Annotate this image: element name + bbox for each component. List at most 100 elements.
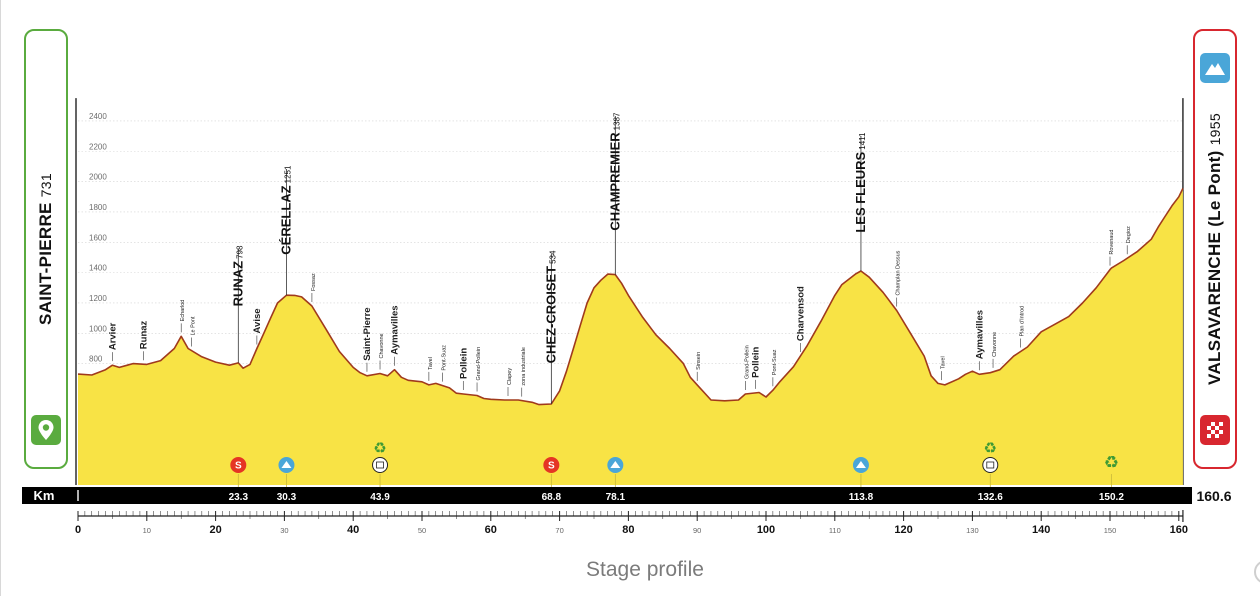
peak-label: RUNAZ 798 [230, 245, 245, 306]
elevation-tick-label: 2200 [89, 142, 107, 151]
place-label: Plan d'Introd [1020, 306, 1026, 337]
feed-zone-icon [982, 457, 999, 473]
marker-km-label: 132.6 [978, 492, 1003, 503]
peak-label: CHEZ-CROISET 534 [543, 250, 558, 363]
place-label: Grand-Pollein [744, 345, 750, 379]
peak-altitude: 1387 [612, 112, 621, 130]
feed-zone-icon [372, 457, 389, 473]
peak-name: CHEZ-CROISET [543, 266, 558, 364]
marker-km-label: 78.1 [606, 492, 626, 503]
place-label: Pont-Suaz [442, 345, 448, 371]
profile-outline [77, 188, 1184, 406]
elevation-tick-label: 1400 [89, 264, 107, 273]
distance-tick-label: 120 [894, 524, 912, 536]
place-label: Aymavilles [974, 310, 985, 359]
recycle-icon: ♻ [373, 439, 386, 457]
distance-tick-label: 40 [347, 524, 359, 536]
place-label: Degioz [1126, 226, 1132, 243]
recycle-icon: ♻ [984, 439, 997, 457]
marker-km-label: 43.9 [370, 492, 390, 503]
elevation-tick-label: 800 [89, 355, 103, 364]
place-label: Le Pont [191, 316, 197, 335]
start-altitude: 731 [38, 173, 54, 198]
peak-label: CHAMPREMIER 1387 [607, 112, 622, 231]
peak-name: CÉRELLAZ [278, 185, 293, 254]
place-label: Runaz [138, 320, 149, 349]
place-label: Tavel [940, 356, 946, 369]
place-label: Tavel [428, 357, 434, 370]
finish-name: VALSAVARENCHE (Le Pont) [1205, 150, 1224, 385]
marker-km-label: 113.8 [849, 492, 874, 503]
place-label: Charvensod [795, 286, 806, 341]
distance-tick-label: 10 [143, 526, 151, 535]
marker-km-label: 30.3 [277, 492, 297, 503]
distance-tick-label: 130 [966, 526, 979, 535]
distance-tick-label: 100 [757, 524, 775, 536]
checkered-flag-icon [1200, 415, 1230, 445]
place-label: Grand-Pollein [476, 347, 482, 381]
marker-km-label: 23.3 [229, 492, 249, 503]
distance-tick-label: 70 [555, 526, 563, 535]
km-label: Km [34, 488, 55, 503]
place-label: Chavonne [992, 332, 998, 357]
peak-label: CÉRELLAZ 1251 [278, 165, 293, 255]
peak-altitude: 798 [235, 245, 244, 259]
peak-altitude: 534 [548, 250, 557, 264]
start-box: SAINT-PIERRE 731 [24, 29, 68, 469]
mountain-icon [1200, 53, 1230, 83]
distance-tick-label: 0 [75, 524, 81, 536]
elevation-tick-label: 1800 [89, 203, 107, 212]
finish-label: VALSAVARENCHE (Le Pont) 1955 [1205, 113, 1225, 385]
place-label: Sinsein [696, 352, 702, 370]
place-label: zona industriale [521, 347, 527, 386]
peak-altitude: 1411 [858, 132, 867, 150]
mountain-icon-peak [610, 461, 621, 468]
finish-box: VALSAVARENCHE (Le Pont) 1955 [1193, 29, 1237, 469]
location-pin-icon [31, 415, 61, 445]
sprint-icon-letter: S [235, 461, 242, 472]
feed-zone-icon-bag [376, 461, 384, 469]
place-label: Rovenaud [1109, 230, 1115, 255]
stage-profile-caption: Stage profile [586, 558, 704, 581]
page-left-border [0, 0, 1, 596]
mountain-icon-peak [281, 461, 292, 468]
distance-tick-label: 160 [1170, 524, 1188, 536]
peak-name: RUNAZ [230, 261, 245, 307]
total-distance: 160.6 [1196, 488, 1231, 504]
peak-altitude: 1251 [283, 165, 292, 183]
place-label: Echarlod [180, 300, 186, 322]
sprint-icon [230, 457, 247, 473]
place-label: Avise [252, 308, 263, 333]
place-label: Aymavilles [389, 305, 400, 354]
feed-zone-icon-bag [986, 461, 995, 469]
elevation-tick-label: 1200 [89, 294, 107, 303]
distance-tick-label: 50 [418, 526, 426, 535]
place-label: Pollein [458, 348, 469, 379]
elevation-tick-label: 1600 [89, 233, 107, 242]
distance-tick-label: 80 [622, 524, 634, 536]
place-label: Clapey [507, 368, 513, 385]
km-bar [22, 487, 1192, 504]
elevation-tick-label: 2000 [89, 173, 107, 182]
place-label: Pont-Suaz [772, 349, 778, 375]
distance-tick-label: 150 [1104, 526, 1117, 535]
place-label: Pollein [751, 347, 762, 378]
distance-tick-label: 110 [829, 526, 841, 535]
start-name: SAINT-PIERRE [36, 202, 55, 325]
distance-tick-label: 90 [693, 526, 701, 535]
distance-tick-label: 30 [280, 526, 288, 535]
peak-label: LES FLEURS1411 [853, 132, 868, 233]
distance-tick-label: 60 [485, 524, 497, 536]
place-label: Arvier [107, 322, 118, 350]
recycle-icon: ♻ [1104, 453, 1119, 473]
peak-name: CHAMPREMIER [607, 132, 622, 231]
distance-tick-label: 140 [1032, 524, 1050, 536]
start-label: SAINT-PIERRE 731 [36, 173, 56, 325]
distance-tick-label: 20 [209, 524, 221, 536]
place-label: Champlan Dessus [896, 250, 902, 295]
mountain-icon-peak [855, 461, 866, 468]
place-label: Fossaz [311, 273, 317, 291]
finish-altitude: 1955 [1207, 113, 1223, 146]
peak-name: LES FLEURS [853, 151, 868, 232]
